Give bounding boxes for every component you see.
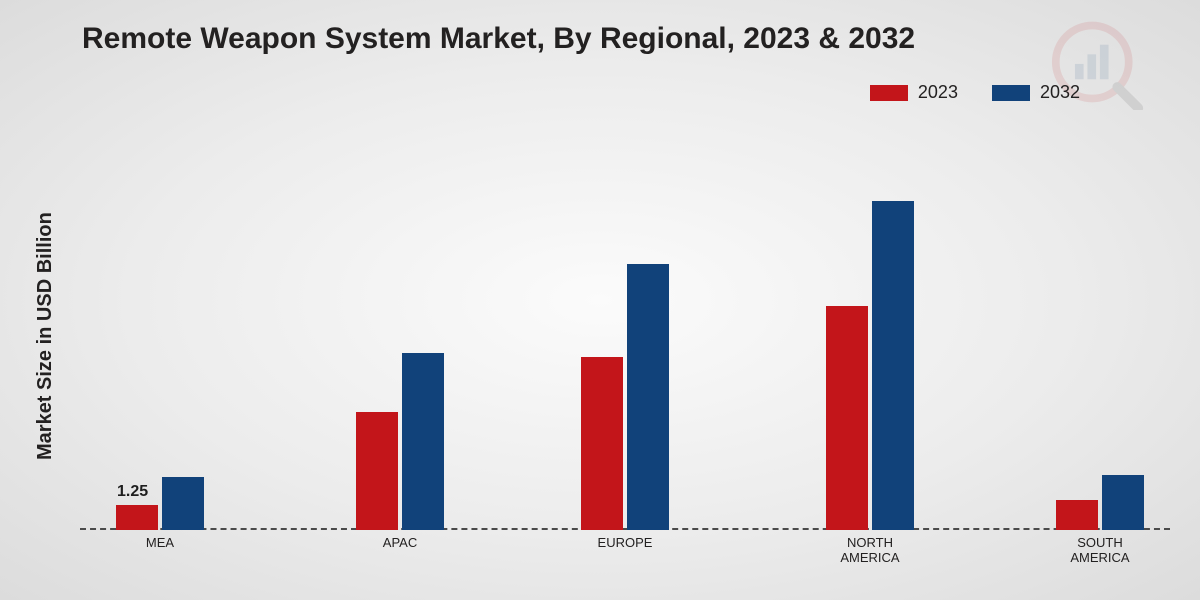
x-axis-category-label: SOUTHAMERICA [1000,536,1200,566]
x-axis-category-label: NORTHAMERICA [770,536,970,566]
bar-2023 [581,357,623,530]
legend-item-2032: 2032 [992,82,1080,103]
bar-2032 [402,353,444,530]
x-axis-category-label: APAC [300,536,500,551]
x-axis-category-label: MEA [60,536,260,551]
legend: 2023 2032 [870,82,1080,103]
bar-2032 [872,201,914,530]
bar-2032 [627,264,669,530]
legend-swatch-2023 [870,85,908,101]
plot-area: 1.25MEAAPACEUROPENORTHAMERICASOUTHAMERIC… [80,150,1170,530]
legend-item-2023: 2023 [870,82,958,103]
y-axis-label: Market Size in USD Billion [34,212,57,460]
legend-swatch-2032 [992,85,1030,101]
chart-title: Remote Weapon System Market, By Regional… [82,22,915,56]
x-axis-baseline [80,528,1170,530]
bar-2032 [1102,475,1144,530]
legend-label-2023: 2023 [918,82,958,103]
bar-2023 [826,306,868,530]
bar-value-label: 1.25 [117,483,148,501]
legend-label-2032: 2032 [1040,82,1080,103]
x-axis-category-label: EUROPE [525,536,725,551]
bar-2032 [162,477,204,530]
bar-2023 [356,412,398,530]
chart-canvas: Remote Weapon System Market, By Regional… [0,0,1200,600]
bar-2023 [116,505,158,530]
bar-2023 [1056,500,1098,530]
